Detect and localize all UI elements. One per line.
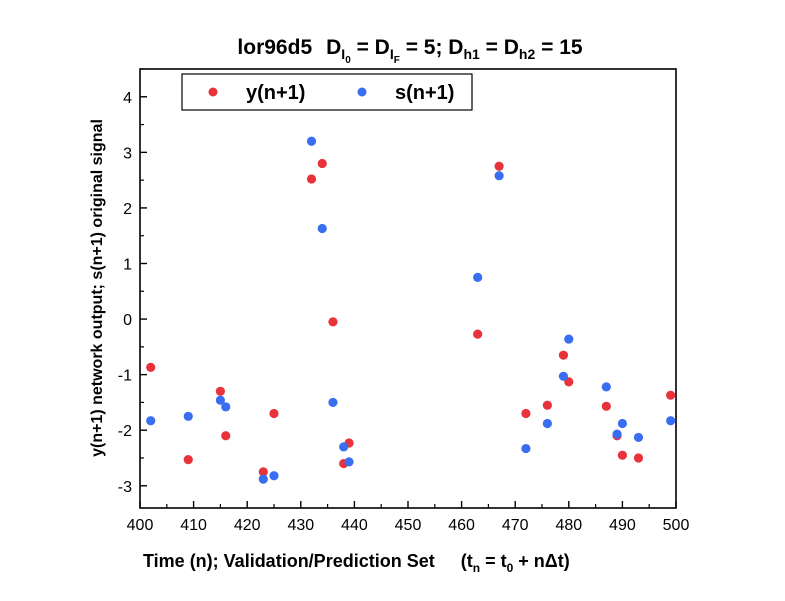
- chart-title: lor96d5 DI0 = DIF = 5; Dh1 = Dh2 = 15: [237, 36, 582, 66]
- point-y-n1: [633, 453, 644, 463]
- point-s-n1: [558, 371, 569, 381]
- point-s-n1: [258, 474, 268, 484]
- title-d1: D: [326, 36, 341, 59]
- point-s-n1: [183, 411, 193, 421]
- point-y-n1: [183, 455, 193, 465]
- point-y-n1: [221, 431, 231, 441]
- legend-label-s: s(n+1): [395, 82, 454, 104]
- point-s-n1: [617, 418, 628, 429]
- point-s-n1: [146, 416, 156, 426]
- point-y-n1: [306, 174, 317, 184]
- x-tick-label: 450: [395, 517, 422, 534]
- legend-label-y: y(n+1): [246, 82, 305, 104]
- legend-marker-s: [357, 87, 367, 97]
- y-tick-label: 2: [123, 201, 132, 218]
- y-tick-label: -1: [118, 368, 132, 385]
- point-s-n1: [521, 443, 531, 454]
- point-s-n1: [328, 397, 338, 408]
- x-tick-label: 400: [127, 517, 154, 534]
- point-s-n1: [601, 382, 611, 392]
- axis-ticks: [139, 68, 677, 508]
- x-tick-label: 480: [555, 517, 582, 534]
- x-tick-label: 460: [448, 517, 475, 534]
- point-y-n1: [521, 408, 531, 419]
- y-tick-label: 3: [123, 145, 132, 162]
- x-tick-label: 410: [180, 517, 207, 534]
- point-y-n1: [215, 386, 225, 396]
- x-axis-label: Time (n); Validation/Prediction Set (tn =…: [143, 551, 570, 575]
- x-tick-label: 420: [234, 517, 261, 534]
- point-s-n1: [339, 442, 349, 452]
- point-y-n1: [473, 329, 483, 339]
- point-y-n1: [542, 400, 552, 410]
- point-y-n1: [328, 317, 338, 327]
- point-s-n1: [633, 432, 644, 443]
- point-s-n1: [473, 272, 483, 282]
- point-y-n1: [617, 450, 628, 460]
- point-s-n1: [564, 334, 574, 344]
- point-y-n1: [666, 390, 676, 400]
- point-y-n1: [146, 362, 156, 373]
- legend-marker-y: [208, 87, 218, 97]
- point-y-n1: [258, 467, 268, 477]
- legend: y(n+1) s(n+1): [181, 73, 473, 111]
- point-y-n1: [269, 408, 279, 419]
- point-s-n1: [317, 223, 327, 234]
- y-tick-label: 4: [123, 90, 132, 107]
- point-s-n1: [542, 418, 552, 429]
- y-tick-label: -2: [118, 423, 132, 440]
- y-tick-label: 0: [123, 312, 132, 329]
- y-axis-label: y(n+1) network output; s(n+1) original s…: [89, 119, 106, 457]
- point-s-n1: [344, 457, 354, 467]
- point-s-n1: [612, 429, 622, 439]
- point-s-n1: [221, 402, 231, 412]
- axis-tick-labels: 400 410 420 430 440 450 460 470 480 490 500 -3 -2 -1 0…: [118, 90, 690, 534]
- x-tick-label: 430: [287, 517, 314, 534]
- point-y-n1: [494, 161, 504, 171]
- y-tick-label: 1: [123, 256, 132, 273]
- x-tick-label: 500: [663, 517, 690, 534]
- legend-box: [181, 73, 473, 111]
- y-tick-label: -3: [118, 479, 132, 496]
- x-tick-label: 440: [341, 517, 368, 534]
- data-points: [146, 136, 676, 484]
- point-y-n1: [601, 401, 611, 411]
- point-s-n1: [306, 136, 317, 146]
- point-s-n1: [215, 395, 225, 405]
- title-prefix: lor96d5: [237, 36, 312, 59]
- plot-frame: [139, 68, 677, 509]
- point-s-n1: [494, 171, 504, 181]
- point-s-n1: [269, 471, 279, 481]
- point-y-n1: [317, 158, 327, 169]
- point-s-n1: [666, 416, 676, 426]
- x-tick-label: 470: [502, 517, 529, 534]
- point-y-n1: [558, 350, 569, 360]
- x-tick-label: 490: [609, 517, 636, 534]
